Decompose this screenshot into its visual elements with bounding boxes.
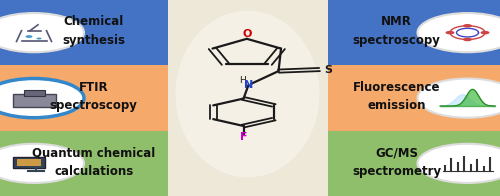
Text: Quantum chemical: Quantum chemical	[32, 146, 156, 159]
Ellipse shape	[176, 11, 320, 177]
Text: H: H	[238, 76, 246, 85]
FancyBboxPatch shape	[16, 159, 40, 166]
Text: calculations: calculations	[54, 165, 134, 178]
FancyBboxPatch shape	[12, 156, 44, 168]
FancyBboxPatch shape	[328, 65, 500, 131]
Text: GC/MS: GC/MS	[375, 146, 418, 159]
Text: O: O	[242, 29, 252, 40]
Text: NMR: NMR	[381, 15, 412, 28]
Circle shape	[0, 144, 84, 183]
Text: spectroscopy: spectroscopy	[352, 34, 440, 47]
Text: Chemical: Chemical	[64, 15, 124, 28]
Circle shape	[418, 144, 500, 183]
Text: spectroscopy: spectroscopy	[50, 99, 138, 113]
Text: S: S	[324, 64, 332, 74]
FancyBboxPatch shape	[328, 131, 500, 196]
Text: spectrometry: spectrometry	[352, 165, 441, 178]
Circle shape	[36, 38, 42, 40]
Text: synthesis: synthesis	[62, 34, 126, 47]
Circle shape	[418, 13, 500, 52]
FancyBboxPatch shape	[328, 0, 500, 65]
Circle shape	[418, 78, 500, 118]
Text: emission: emission	[367, 99, 426, 113]
Circle shape	[446, 31, 454, 34]
Circle shape	[463, 24, 472, 28]
Circle shape	[0, 78, 84, 118]
FancyBboxPatch shape	[0, 65, 168, 131]
FancyBboxPatch shape	[24, 90, 44, 96]
Circle shape	[463, 38, 472, 41]
Circle shape	[26, 35, 32, 38]
FancyBboxPatch shape	[0, 131, 168, 196]
Circle shape	[480, 31, 490, 34]
Text: Fluorescence: Fluorescence	[353, 81, 440, 94]
Text: FTIR: FTIR	[79, 81, 108, 94]
FancyBboxPatch shape	[168, 0, 328, 196]
FancyBboxPatch shape	[12, 94, 56, 107]
Text: N: N	[244, 80, 253, 90]
Text: F: F	[240, 132, 248, 142]
Circle shape	[0, 13, 84, 52]
FancyBboxPatch shape	[0, 0, 168, 65]
